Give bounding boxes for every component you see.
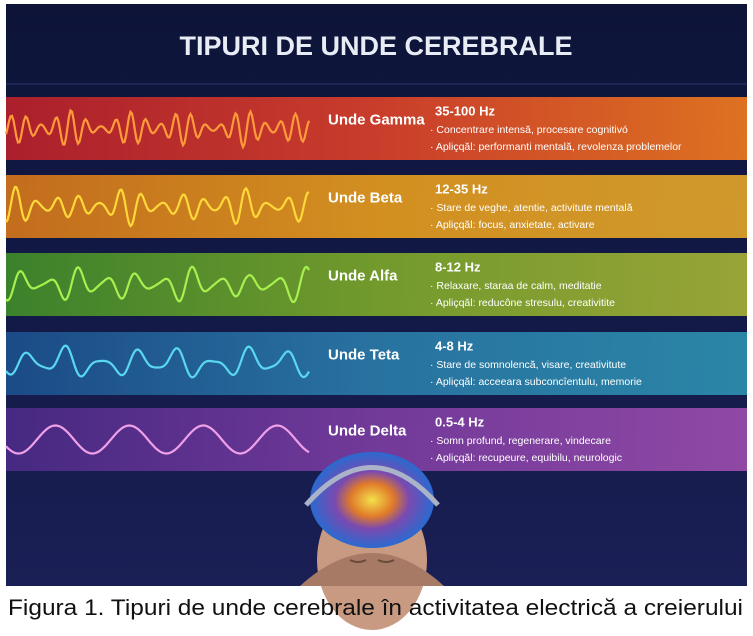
wave <box>5 344 310 379</box>
caption: Figura 1. Tipuri de unde cerebrale în ac… <box>8 595 743 620</box>
band-description: · Relaxare, staraa de calm, meditatie <box>430 280 602 292</box>
band-frequency: 12-35 Hz <box>435 181 488 196</box>
band-name: Unde Gamma <box>328 111 425 128</box>
band-name: Unde Delta <box>328 422 407 439</box>
band-application: · Apliçqăl: recupeure, equibilu, neurolo… <box>430 452 622 464</box>
headset <box>304 465 440 507</box>
band-application: · Apliçqăl: reducône stresulu, creativit… <box>430 297 615 309</box>
band-frequency: 4-8 Hz <box>435 338 474 353</box>
band-name: Unde Alfa <box>328 267 398 284</box>
band-description: · Stare de somnolencă, visare, creativit… <box>430 359 626 371</box>
eyes <box>349 559 395 563</box>
wave <box>4 108 311 150</box>
band-description: · Somn profund, regenerare, vindecare <box>430 435 611 447</box>
band-application: · Apliçqăl: focus, anxietate, activare <box>430 219 595 231</box>
wave <box>5 424 310 455</box>
band-description: · Stare de veghe, atentie, activitute me… <box>430 202 633 214</box>
wave <box>5 265 310 304</box>
shoulders <box>300 553 444 586</box>
band-frequency: 8-12 Hz <box>435 259 481 274</box>
title: TIPURI DE UNDE CEREBRALE <box>179 31 572 61</box>
band-frequency: 35-100 Hz <box>435 103 495 118</box>
band <box>6 175 747 238</box>
band-name: Unde Beta <box>328 189 403 206</box>
band-frequency: 0.5-4 Hz <box>435 414 485 429</box>
wave <box>5 185 310 228</box>
band-name: Unde Teta <box>328 346 400 363</box>
head-illustration <box>300 452 444 630</box>
band-application: · Apliçqăl: performanti mentală, revolen… <box>430 141 682 153</box>
bands: Unde Gamma 35-100 Hz · Concentrare intensă… <box>4 97 747 471</box>
band <box>6 253 747 316</box>
band-application: · Apliçqăl: acceeara subconcîentulu, mem… <box>430 376 642 388</box>
band <box>6 97 747 160</box>
band-description: · Concentrare intensă, procesare cogniti… <box>430 124 628 136</box>
